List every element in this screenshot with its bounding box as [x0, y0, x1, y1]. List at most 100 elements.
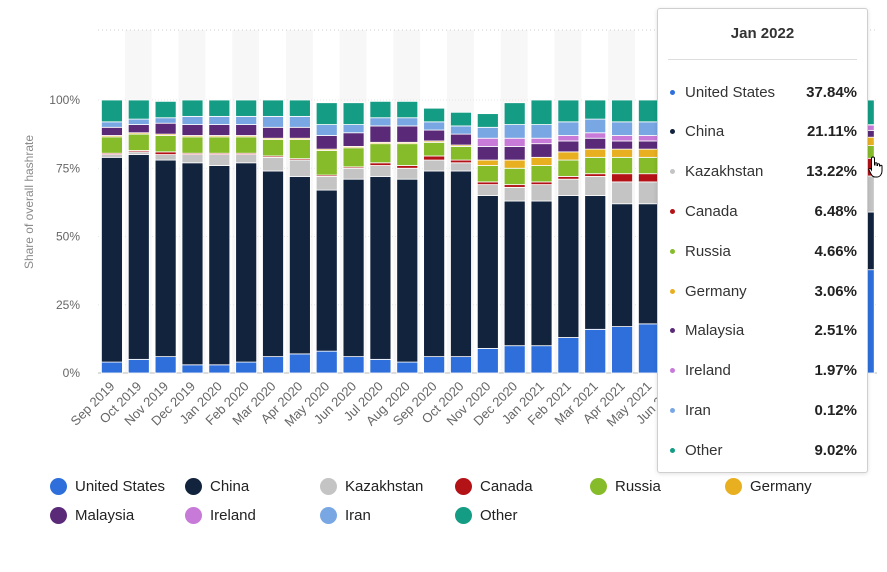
bar-segment	[584, 173, 607, 177]
bar-segment	[611, 148, 633, 158]
bar-segment	[262, 99, 284, 117]
bar-segment	[476, 126, 499, 139]
legend-swatch	[320, 478, 337, 495]
bar-segment	[127, 133, 150, 151]
y-tick-label: 50%	[56, 230, 80, 244]
tooltip-swatch	[670, 89, 675, 95]
legend-item[interactable]: Iran	[320, 507, 371, 524]
bar-segment	[611, 140, 633, 150]
bar-segment	[396, 165, 419, 169]
bar-segment	[396, 100, 419, 119]
bar-segment	[611, 203, 633, 327]
legend-item[interactable]: Kazakhstan	[320, 478, 423, 495]
bar-segment	[101, 99, 123, 123]
bar-segment	[584, 195, 607, 330]
legend-item[interactable]: Malaysia	[50, 507, 134, 524]
bar-segment	[503, 200, 526, 347]
legend-label: United States	[75, 478, 166, 495]
tooltip-swatch	[670, 129, 675, 135]
bar-segment	[369, 100, 392, 119]
bar-segment	[154, 159, 177, 358]
legend-label: Kazakhstan	[345, 478, 424, 495]
bar-segment	[423, 159, 446, 172]
bar-segment	[611, 156, 633, 175]
tooltip-row: Germany 3.06%	[670, 281, 857, 301]
legend-item[interactable]: Canada	[455, 478, 533, 495]
bar-segment	[503, 102, 526, 125]
tooltip-value: 4.66%	[814, 242, 857, 260]
y-tick-label: 25%	[56, 298, 80, 312]
bar-segment	[235, 124, 258, 136]
bar-segment	[315, 150, 338, 176]
bar-segment	[342, 167, 365, 180]
bar-segment	[530, 99, 553, 125]
tooltip-swatch	[670, 288, 675, 294]
legend-label: Other	[480, 507, 518, 524]
tooltip: Jan 2022 United States 37.84% China 21.11% K…	[657, 8, 868, 473]
y-tick-label: 0%	[63, 366, 81, 380]
bar-segment	[235, 154, 258, 164]
legend-swatch	[320, 507, 337, 524]
tooltip-value: 2.51%	[814, 322, 857, 340]
legend-label: Russia	[615, 478, 661, 495]
legend-swatch	[590, 478, 607, 495]
legend-item[interactable]: China	[185, 478, 249, 495]
bar-segment	[396, 117, 419, 127]
bar-segment	[235, 136, 258, 154]
y-tick-labels: 0% 25% 50% 75% 100%	[49, 93, 80, 380]
bar-segment	[208, 115, 231, 125]
bar-segment	[423, 155, 446, 161]
tooltip-row: China 21.11%	[670, 122, 857, 142]
bar-segment	[503, 124, 526, 139]
bar-segment	[450, 146, 472, 161]
legend-item[interactable]: Germany	[725, 478, 812, 495]
bar-segment	[611, 99, 633, 123]
legend-label: China	[210, 478, 250, 495]
bar-segment	[208, 136, 231, 154]
bar-segment	[423, 129, 446, 142]
bar-segment	[611, 326, 633, 374]
bar-segment	[450, 159, 472, 164]
bar-segment	[530, 165, 553, 183]
tooltip-country: Russia	[685, 242, 731, 260]
tooltip-value: 37.84%	[806, 83, 857, 101]
bar-segment	[101, 126, 123, 136]
bar-segment	[127, 124, 150, 134]
tooltip-row: Russia 4.66%	[670, 241, 857, 261]
tooltip-swatch	[670, 169, 675, 175]
bar-segment	[530, 345, 553, 374]
bar-segment	[262, 126, 284, 139]
bar-segment	[557, 178, 580, 196]
tooltip-row: Canada 6.48%	[670, 201, 857, 221]
bar-segment	[315, 124, 338, 136]
bar-segment	[208, 364, 231, 374]
bar-segment	[154, 356, 177, 374]
legend-swatch	[455, 507, 472, 524]
bar-segment	[154, 154, 177, 161]
tooltip-value: 13.22%	[806, 163, 857, 181]
bar-segment	[450, 356, 472, 374]
bar-segment	[342, 356, 365, 374]
bar-segment	[450, 133, 472, 146]
legend-item[interactable]: United States	[50, 478, 165, 495]
legend-item[interactable]: Other	[455, 507, 518, 524]
bar-segment	[101, 361, 123, 374]
bar-segment	[369, 176, 392, 360]
bar-segment	[315, 176, 338, 191]
bar-segment	[315, 102, 338, 125]
bar-segment	[476, 181, 499, 186]
bar-segment	[530, 156, 553, 166]
bar-segment	[315, 135, 338, 150]
legend-item[interactable]: Ireland	[185, 507, 256, 524]
bar-segment	[101, 154, 123, 158]
bar-segment	[369, 143, 392, 164]
bar-segment	[396, 178, 419, 363]
legend-label: Canada	[480, 478, 533, 495]
bar-segment	[235, 115, 258, 125]
legend-item[interactable]: Russia	[590, 478, 661, 495]
bar-segment	[127, 358, 150, 374]
tooltip-country: Kazakhstan	[685, 163, 764, 181]
tooltip-swatch	[670, 208, 675, 214]
bar-segment	[584, 118, 607, 134]
bar-segment	[181, 154, 204, 164]
